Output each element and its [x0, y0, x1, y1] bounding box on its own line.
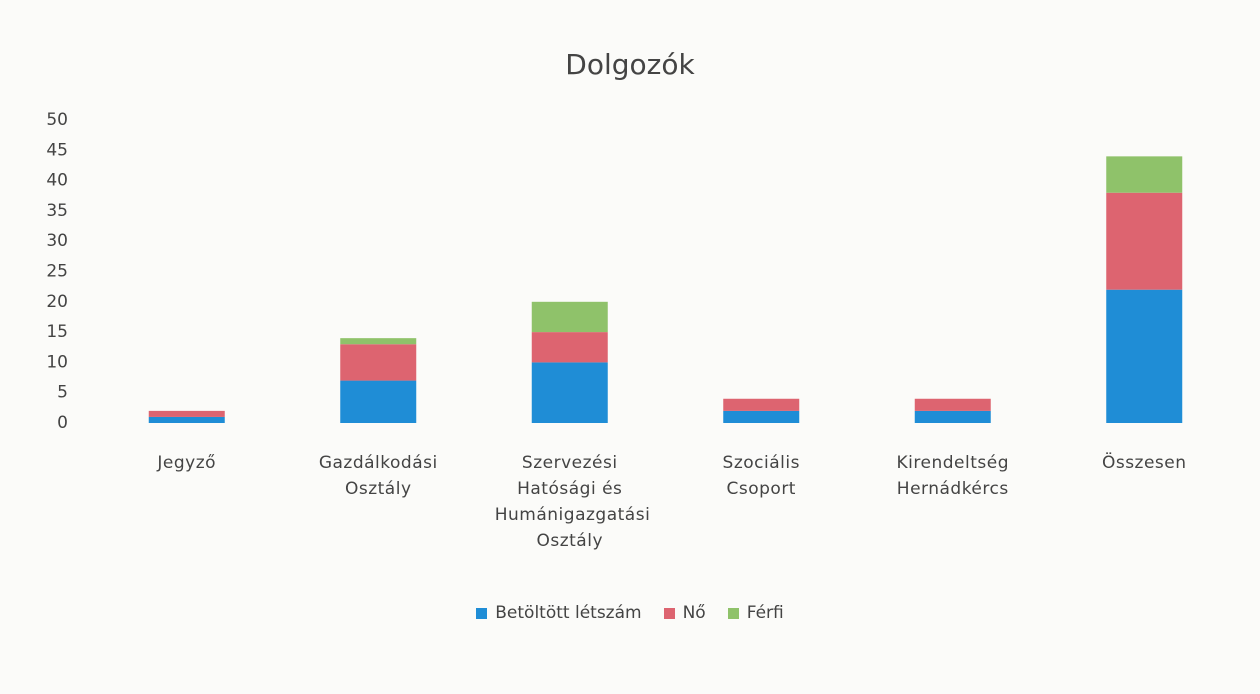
- legend-item: Férfi: [727, 603, 784, 623]
- bar-segment: [914, 410, 991, 423]
- y-tick-label: 0: [57, 413, 68, 433]
- y-tick-label: 35: [46, 201, 68, 221]
- x-tick-label: Összesen: [1101, 453, 1187, 473]
- bar-segment: [148, 416, 225, 423]
- legend-swatch: [727, 607, 739, 619]
- bar-segment: [148, 410, 225, 417]
- x-tick-label: Gazdálkodási Osztály: [318, 453, 438, 499]
- chart-title: Dolgozók: [565, 48, 695, 81]
- legend-label: Betöltött létszám: [495, 603, 642, 623]
- y-tick-label: 30: [46, 231, 68, 251]
- bar-segment: [340, 344, 417, 381]
- y-tick-label: 40: [46, 171, 68, 191]
- bar-segment: [723, 410, 800, 423]
- legend-label: Férfi: [746, 603, 784, 623]
- y-tick-label: 25: [46, 262, 68, 282]
- legend: Betöltött létszám Nő Férfi: [0, 603, 1260, 623]
- legend-swatch: [476, 607, 488, 619]
- legend-item: Nő: [663, 603, 706, 623]
- bar-segment: [340, 338, 417, 345]
- y-tick-label: 45: [46, 140, 68, 160]
- bar-segment: [340, 380, 417, 423]
- y-tick-label: 15: [46, 322, 68, 342]
- y-tick-label: 50: [46, 110, 68, 130]
- x-tick-label: Jegyző: [157, 453, 217, 473]
- y-tick-label: 20: [46, 292, 68, 312]
- bar-segment: [1106, 289, 1183, 423]
- bar-segment: [1106, 156, 1183, 193]
- bar-segment: [723, 398, 800, 411]
- legend-label: Nő: [682, 603, 706, 623]
- bar-segment: [914, 398, 991, 411]
- bar-segment: [531, 332, 608, 363]
- x-tick-label: Szociális Csoport: [722, 453, 800, 499]
- y-tick-label: 5: [57, 383, 68, 403]
- x-tick-label: Kirendeltség Hernádkércs: [896, 453, 1009, 499]
- bar-segment: [1106, 192, 1183, 290]
- y-tick-label: 10: [46, 352, 68, 372]
- bar-segment: [531, 362, 608, 423]
- x-tick-label: Szervezési Hatósági és Humánigazgatási O…: [494, 453, 651, 551]
- legend-swatch: [663, 607, 675, 619]
- legend-item: Betöltött létszám: [476, 603, 642, 623]
- bar-segment: [531, 301, 608, 333]
